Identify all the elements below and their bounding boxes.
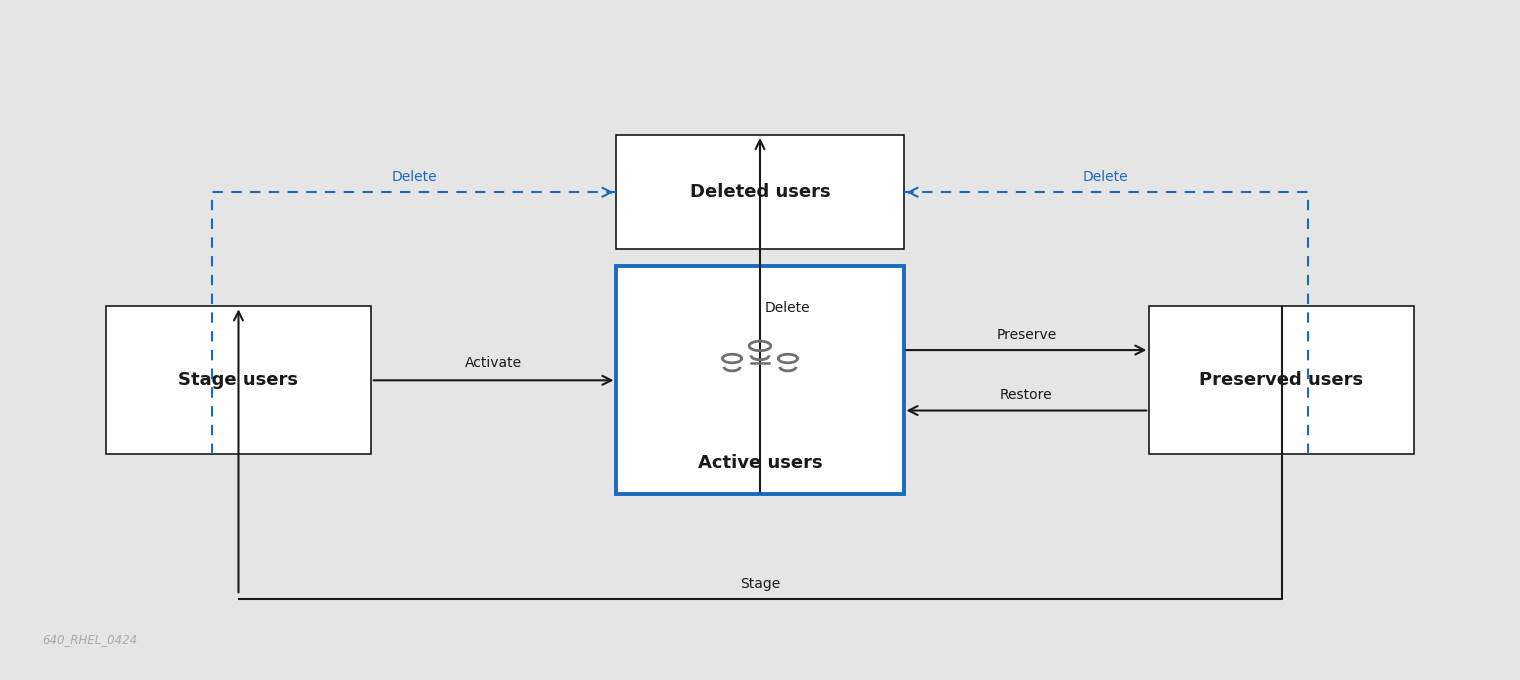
FancyBboxPatch shape <box>617 266 903 494</box>
FancyBboxPatch shape <box>106 307 371 454</box>
FancyBboxPatch shape <box>1149 307 1414 454</box>
Text: Preserved users: Preserved users <box>1199 371 1363 389</box>
Text: Delete: Delete <box>1082 169 1129 184</box>
Text: Preserve: Preserve <box>996 328 1056 342</box>
FancyBboxPatch shape <box>617 135 903 250</box>
Text: Stage users: Stage users <box>178 371 298 389</box>
Text: Deleted users: Deleted users <box>690 183 830 201</box>
Text: Delete: Delete <box>765 301 810 315</box>
Text: 640_RHEL_0424: 640_RHEL_0424 <box>43 632 137 645</box>
Text: Activate: Activate <box>465 356 523 370</box>
Text: Active users: Active users <box>698 454 822 471</box>
Text: Restore: Restore <box>1000 388 1053 403</box>
Text: Delete: Delete <box>391 169 438 184</box>
Text: Stage: Stage <box>740 577 780 590</box>
